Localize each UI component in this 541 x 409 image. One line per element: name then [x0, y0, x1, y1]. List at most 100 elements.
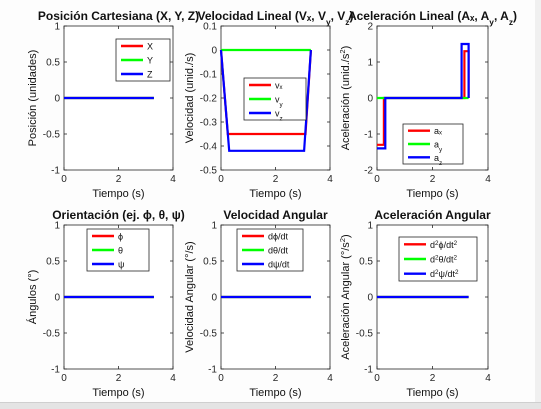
- y-tick-label: 0: [367, 293, 373, 304]
- chart-title: Orientación (ej. ϕ, θ, ψ): [52, 208, 185, 222]
- legend: d2ϕ/dt2 d2θ/dt2 d2ψ/dt2: [398, 236, 478, 282]
- x-tick-label: 4: [170, 373, 176, 384]
- y-tick-label: 0.5: [203, 257, 217, 268]
- x-tick-label: 4: [170, 174, 176, 185]
- legend-label: ay: [434, 140, 443, 154]
- legend-label: θ: [118, 246, 123, 256]
- legend: XYZ: [115, 38, 171, 82]
- y-tick-label: 0.5: [46, 257, 60, 268]
- chart-title: Velocidad Angular: [223, 208, 328, 222]
- y-tick-label: -0.3: [200, 118, 218, 129]
- chart-title: Aceleración Lineal (Aₓ, Ay, Az): [348, 9, 517, 27]
- y-tick-label: 1: [54, 221, 60, 232]
- legend-label: vₓ: [275, 81, 283, 91]
- y-tick-label: 0.5: [46, 58, 60, 69]
- y-tick-label: 1: [367, 221, 373, 232]
- y-tick-label: -0.5: [43, 329, 61, 340]
- y-tick-label: 0: [211, 293, 217, 304]
- y-tick-label: -0.4: [200, 142, 218, 153]
- legend-label: Y: [147, 56, 153, 66]
- legend-label: aₓ: [434, 126, 442, 136]
- y-axis-label: Posición (unidades): [27, 50, 39, 147]
- y-tick-label: -0.5: [200, 329, 218, 340]
- x-axis-label: Tiempo (s): [406, 387, 458, 399]
- x-axis-label: Tiempo (s): [92, 387, 144, 399]
- x-tick-label: 4: [327, 373, 333, 384]
- x-tick-label: 2: [273, 373, 279, 384]
- window-status-bar: [0, 402, 541, 409]
- x-tick-label: 0: [61, 174, 67, 185]
- x-tick-label: 2: [116, 373, 122, 384]
- legend-label: az: [434, 153, 442, 167]
- legend-label: dϕ/dt: [268, 232, 289, 242]
- y-tick-label: 0: [54, 293, 60, 304]
- y-axis-label: Aceleración (unid./s2): [338, 46, 353, 151]
- y-axis-label: Ángulos (°): [26, 270, 39, 325]
- legend: ϕθψ: [86, 228, 150, 272]
- x-axis-label: Tiempo (s): [92, 188, 144, 200]
- y-tick-label: -1: [208, 365, 217, 376]
- legend-label: ψ: [118, 260, 124, 270]
- legend-label: X: [147, 42, 153, 52]
- legend-label: ϕ: [118, 232, 123, 242]
- y-tick-label: -2: [364, 166, 373, 177]
- legend: dϕ/dt dθ/dt dψ/dt: [236, 228, 304, 272]
- y-tick-label: -0.1: [200, 70, 218, 81]
- chart-title: Velocidad Lineal (Vₓ, Vy, Vz): [198, 9, 354, 27]
- legend-label: d2θ/dt2: [430, 254, 458, 265]
- y-tick-label: 0: [54, 94, 60, 105]
- x-tick-label: 2: [430, 373, 436, 384]
- y-tick-label: -0.5: [43, 130, 61, 141]
- y-tick-label: -0.2: [200, 94, 218, 105]
- legend-label: d2ϕ/dt2: [430, 239, 458, 250]
- legend-label: vy: [275, 95, 284, 109]
- y-tick-label: -1: [51, 166, 60, 177]
- y-tick-label: 2: [367, 22, 373, 33]
- y-axis-label: Velocidad Angular (°/s): [184, 241, 196, 352]
- y-axis-label: Aceleración Angular (°/s2): [338, 234, 353, 359]
- y-axis-label: Velocidad (unid./s): [184, 53, 196, 144]
- x-tick-label: 2: [116, 174, 122, 185]
- x-axis-label: Tiempo (s): [406, 188, 458, 200]
- legend-label: d2ψ/dt2: [430, 269, 459, 280]
- y-tick-label: -0.5: [356, 329, 374, 340]
- series-line-a_z: [377, 42, 470, 150]
- x-tick-label: 0: [374, 174, 380, 185]
- x-axis-label: Tiempo (s): [249, 387, 301, 399]
- x-tick-label: 4: [485, 174, 491, 185]
- x-tick-label: 0: [61, 373, 67, 384]
- y-tick-label: -0.5: [200, 166, 218, 177]
- x-tick-label: 0: [218, 373, 224, 384]
- legend-label: dθ/dt: [268, 246, 289, 256]
- y-tick-label: -1: [51, 365, 60, 376]
- chart-title: Posición Cartesiana (X, Y, Z): [38, 9, 199, 23]
- x-axis-label: Tiempo (s): [249, 188, 301, 200]
- y-tick-label: 1: [367, 58, 373, 69]
- legend-label: vz: [275, 109, 283, 123]
- x-tick-label: 4: [485, 373, 491, 384]
- legend-label: dψ/dt: [268, 260, 290, 270]
- x-tick-label: 2: [273, 174, 279, 185]
- series-line-v_z: [219, 49, 312, 152]
- y-tick-label: 0.5: [359, 257, 373, 268]
- y-tick-label: -1: [364, 365, 373, 376]
- x-tick-label: 0: [374, 373, 380, 384]
- chart-title: Aceleración Angular: [374, 208, 491, 222]
- x-tick-label: 4: [327, 174, 333, 185]
- window-edge: [535, 0, 541, 402]
- legend-label: Z: [147, 70, 153, 80]
- y-tick-label: 1: [54, 22, 60, 33]
- y-tick-label: 0.1: [203, 22, 217, 33]
- y-tick-label: 1: [211, 221, 217, 232]
- y-tick-label: -1: [364, 130, 373, 141]
- y-tick-label: 0: [367, 94, 373, 105]
